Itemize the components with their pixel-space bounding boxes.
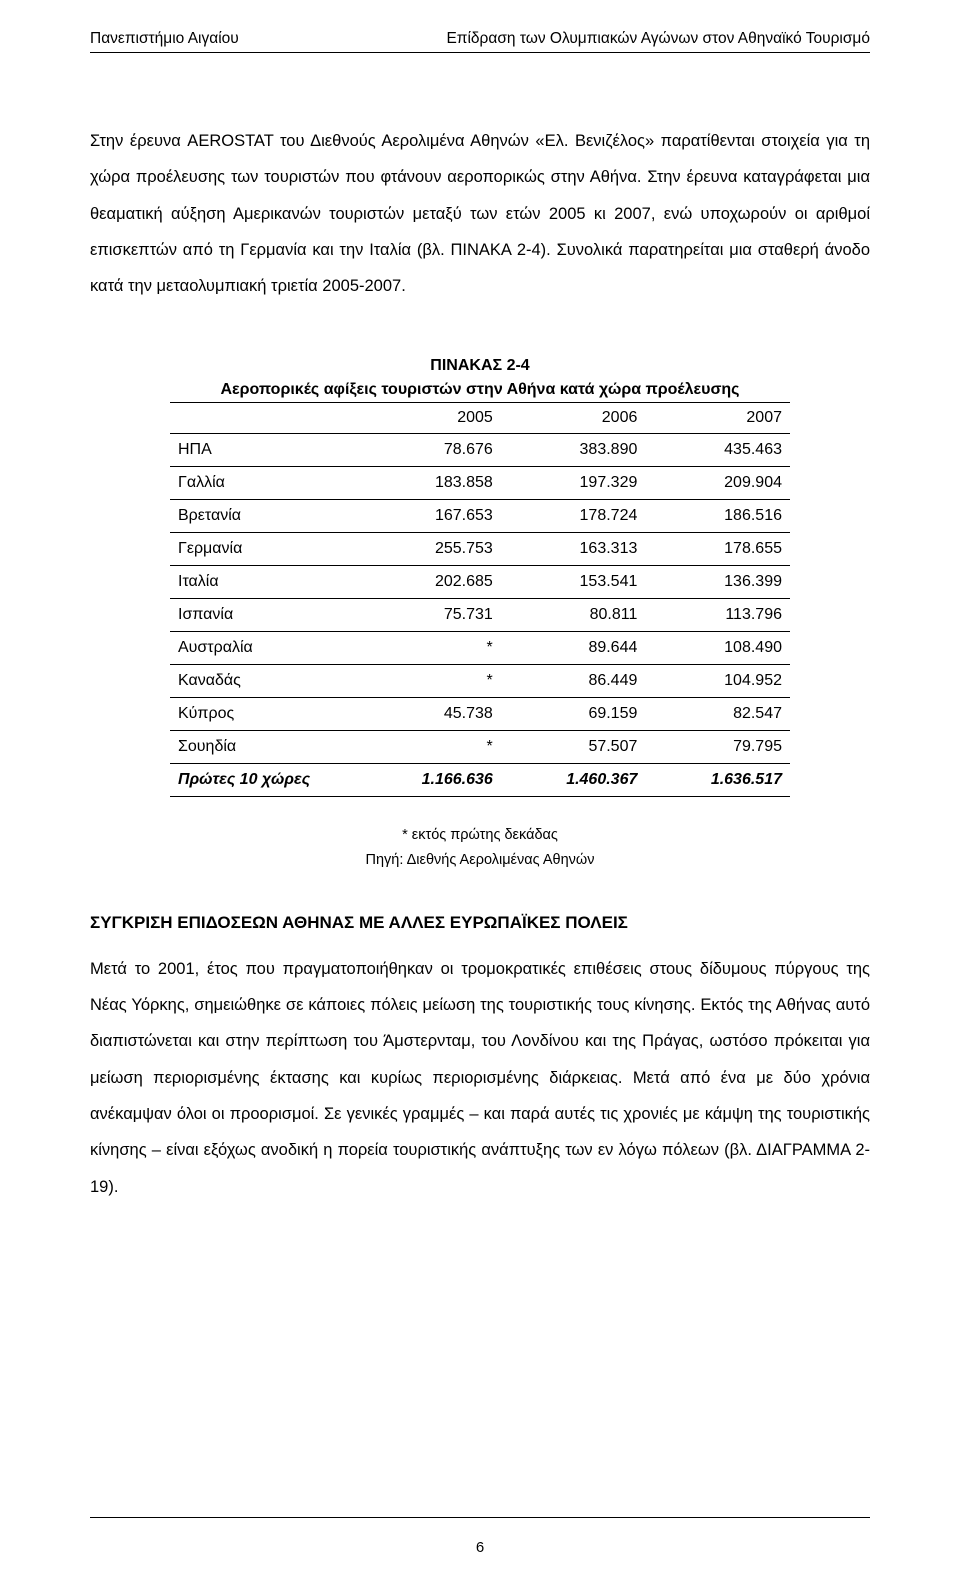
cell-2005: 183.858 [356, 467, 501, 500]
cell-country: Βρετανία [170, 500, 356, 533]
table-total-row: Πρώτες 10 χώρες 1.166.636 1.460.367 1.63… [170, 764, 790, 797]
col-header-2006: 2006 [501, 403, 646, 434]
cell-2006: 383.890 [501, 434, 646, 467]
table-title: ΠΙΝΑΚΑΣ 2-4 Αεροπορικές αφίξεις τουριστώ… [170, 354, 790, 402]
cell-2007: 136.399 [645, 566, 790, 599]
cell-country: Ισπανία [170, 599, 356, 632]
table-title-line2: Αεροπορικές αφίξεις τουριστών στην Αθήνα… [220, 381, 739, 398]
cell-2005: 45.738 [356, 698, 501, 731]
table-row: ΗΠΑ 78.676 383.890 435.463 [170, 434, 790, 467]
cell-country: Κύπρος [170, 698, 356, 731]
cell-2007: 82.547 [645, 698, 790, 731]
cell-2007: 435.463 [645, 434, 790, 467]
total-2006: 1.460.367 [501, 764, 646, 797]
cell-2006: 89.644 [501, 632, 646, 665]
header-right: Επίδραση των Ολυμπιακών Αγώνων στον Αθην… [446, 30, 870, 48]
cell-2006: 86.449 [501, 665, 646, 698]
data-table: 2005 2006 2007 ΗΠΑ 78.676 383.890 435.46… [170, 402, 790, 797]
table-header-row: 2005 2006 2007 [170, 403, 790, 434]
col-header-blank [170, 403, 356, 434]
table-row: Αυστραλία * 89.644 108.490 [170, 632, 790, 665]
total-2005: 1.166.636 [356, 764, 501, 797]
cell-2006: 69.159 [501, 698, 646, 731]
table-row: Γερμανία 255.753 163.313 178.655 [170, 533, 790, 566]
cell-2005: 78.676 [356, 434, 501, 467]
cell-country: Γαλλία [170, 467, 356, 500]
col-header-2005: 2005 [356, 403, 501, 434]
table-note-2: Πηγή: Διεθνής Αερολιμένας Αθηνών [365, 852, 594, 868]
cell-2005: * [356, 665, 501, 698]
page-number: 6 [476, 1539, 484, 1556]
cell-2007: 209.904 [645, 467, 790, 500]
cell-2005: 167.653 [356, 500, 501, 533]
cell-2006: 80.811 [501, 599, 646, 632]
section-heading: ΣΥΓΚΡΙΣΗ ΕΠΙΔΟΣΕΩΝ ΑΘΗΝΑΣ ΜΕ ΑΛΛΕΣ ΕΥΡΩΠ… [90, 913, 870, 933]
table-2-4: ΠΙΝΑΚΑΣ 2-4 Αεροπορικές αφίξεις τουριστώ… [170, 354, 790, 797]
cell-2007: 79.795 [645, 731, 790, 764]
cell-country: Γερμανία [170, 533, 356, 566]
header-left: Πανεπιστήμιο Αιγαίου [90, 30, 239, 48]
table-title-line1: ΠΙΝΑΚΑΣ 2-4 [430, 357, 529, 374]
cell-country: Καναδάς [170, 665, 356, 698]
cell-2005: 255.753 [356, 533, 501, 566]
paragraph-2: Μετά το 2001, έτος που πραγματοποιήθηκαν… [90, 951, 870, 1205]
cell-country: Αυστραλία [170, 632, 356, 665]
table-row: Ισπανία 75.731 80.811 113.796 [170, 599, 790, 632]
col-header-2007: 2007 [645, 403, 790, 434]
table-row: Καναδάς * 86.449 104.952 [170, 665, 790, 698]
table-row: Βρετανία 167.653 178.724 186.516 [170, 500, 790, 533]
header-divider [90, 52, 870, 53]
cell-2007: 108.490 [645, 632, 790, 665]
table-row: Ιταλία 202.685 153.541 136.399 [170, 566, 790, 599]
cell-country: ΗΠΑ [170, 434, 356, 467]
cell-2006: 57.507 [501, 731, 646, 764]
table-note-1: * εκτός πρώτης δεκάδας [402, 827, 558, 843]
cell-2006: 163.313 [501, 533, 646, 566]
cell-2005: * [356, 731, 501, 764]
cell-2006: 178.724 [501, 500, 646, 533]
table-row: Σουηδία * 57.507 79.795 [170, 731, 790, 764]
total-label: Πρώτες 10 χώρες [170, 764, 356, 797]
cell-2006: 153.541 [501, 566, 646, 599]
cell-2007: 178.655 [645, 533, 790, 566]
total-2007: 1.636.517 [645, 764, 790, 797]
table-notes: * εκτός πρώτης δεκάδας Πηγή: Διεθνής Αερ… [90, 823, 870, 872]
page-header: Πανεπιστήμιο Αιγαίου Επίδραση των Ολυμπι… [90, 30, 870, 48]
cell-2005: * [356, 632, 501, 665]
cell-2007: 104.952 [645, 665, 790, 698]
table-row: Κύπρος 45.738 69.159 82.547 [170, 698, 790, 731]
cell-2007: 186.516 [645, 500, 790, 533]
paragraph-1: Στην έρευνα AEROSTAT του Διεθνούς Αερολι… [90, 123, 870, 304]
cell-2007: 113.796 [645, 599, 790, 632]
cell-2005: 202.685 [356, 566, 501, 599]
footer-divider [90, 1517, 870, 1518]
cell-country: Ιταλία [170, 566, 356, 599]
table-row: Γαλλία 183.858 197.329 209.904 [170, 467, 790, 500]
page: Πανεπιστήμιο Αιγαίου Επίδραση των Ολυμπι… [0, 0, 960, 1586]
table-body: ΗΠΑ 78.676 383.890 435.463 Γαλλία 183.85… [170, 434, 790, 797]
cell-2005: 75.731 [356, 599, 501, 632]
cell-2006: 197.329 [501, 467, 646, 500]
cell-country: Σουηδία [170, 731, 356, 764]
